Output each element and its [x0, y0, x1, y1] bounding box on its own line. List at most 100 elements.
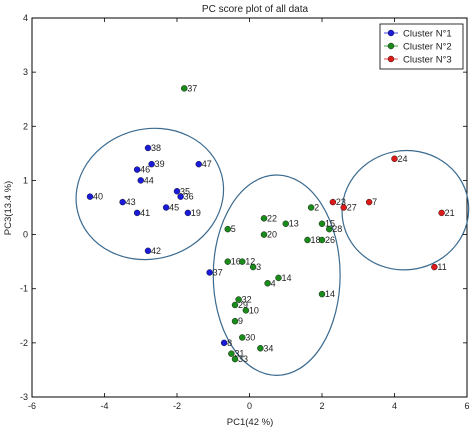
point-label: 20 [267, 230, 277, 240]
point-label: 13 [289, 219, 299, 229]
x-axis-label: PC1(42 %) [227, 417, 273, 428]
point-label: 36 [184, 192, 194, 202]
point-label: 18 [311, 235, 321, 245]
point-label: 24 [398, 154, 408, 164]
point-label: 26 [325, 235, 335, 245]
data-point [260, 215, 268, 222]
data-point [275, 274, 282, 282]
point-label: 46 [140, 165, 150, 175]
data-point [144, 144, 152, 152]
data-point [144, 247, 152, 255]
point-label: 16 [231, 257, 241, 267]
legend-box [379, 23, 464, 70]
data-point [318, 220, 326, 227]
cluster-ellipses [75, 127, 470, 376]
point-label: 2 [314, 203, 319, 213]
data-point [224, 225, 231, 233]
point-label: 37 [187, 83, 197, 93]
data-point [184, 209, 192, 217]
data-point [137, 177, 144, 184]
point-label: 40 [93, 192, 103, 202]
data-point [228, 350, 235, 357]
x-tick-label: 0 [247, 401, 252, 411]
data-point [249, 263, 257, 271]
cluster-ellipse [75, 127, 225, 261]
data-point [438, 209, 445, 217]
point-label: 43 [126, 197, 136, 207]
point-label: 32 [242, 295, 252, 305]
legend-label: Cluster N°1 [403, 29, 452, 40]
point-label: 35 [180, 186, 190, 196]
data-point [220, 339, 228, 347]
y-tick-label: 2 [23, 121, 28, 131]
data-point [231, 318, 239, 325]
point-label: 14 [282, 273, 292, 283]
point-label: 12 [245, 257, 255, 267]
data-point [162, 204, 170, 211]
point-label: 10 [249, 305, 259, 315]
data-point [264, 280, 271, 287]
point-label: 39 [155, 159, 165, 169]
y-tick-label: -1 [20, 284, 28, 294]
data-point [231, 301, 239, 309]
point-label: 27 [347, 203, 357, 213]
data-point [206, 269, 213, 276]
point-label: 9 [238, 316, 243, 326]
point-label: 42 [151, 246, 161, 256]
point-label: 30 [245, 332, 255, 342]
point-label: 29 [238, 300, 248, 310]
data-point [133, 166, 141, 173]
data-point [173, 188, 181, 195]
point-label: 45 [169, 203, 179, 213]
plot-area [31, 17, 468, 398]
y-tick-label: 1 [23, 175, 28, 185]
x-tick-label: -4 [100, 401, 108, 411]
data-point [133, 209, 141, 217]
point-label: 8 [227, 338, 232, 348]
x-tick-label: 2 [319, 401, 324, 411]
data-point [181, 85, 188, 92]
data-point [307, 204, 315, 211]
point-label: 21 [445, 208, 455, 218]
cluster-ellipse [341, 149, 470, 271]
data-point [365, 198, 373, 206]
legend-label: Cluster N°2 [403, 42, 452, 53]
data-point [239, 258, 246, 265]
data-point [304, 236, 311, 244]
point-label: 37 [213, 267, 223, 277]
y-tick-label: -2 [20, 338, 28, 348]
point-label: 19 [191, 208, 201, 218]
data-point [231, 355, 239, 363]
legend-marker [387, 29, 395, 37]
data-point [177, 193, 184, 200]
data-point [195, 160, 202, 168]
point-label: 41 [140, 208, 150, 218]
legend-marker [387, 42, 395, 50]
data-point [235, 296, 242, 303]
x-tick-label: 4 [392, 401, 397, 411]
data-point [431, 263, 438, 271]
data-point [318, 236, 326, 244]
data-point [224, 258, 231, 265]
y-axis-label: PC3(13.4 %) [3, 181, 14, 235]
legend: Cluster N°1 Cluster N°2 Cluster N°3 [379, 23, 464, 70]
data-point [119, 198, 126, 206]
y-tick-label: 4 [23, 13, 28, 23]
data-point [340, 204, 347, 211]
data-point [86, 193, 94, 200]
legend-label: Cluster N°3 [403, 55, 452, 66]
point-label: 33 [238, 354, 248, 364]
data-point [329, 198, 337, 206]
y-tick-label: -3 [20, 392, 28, 402]
data-point [318, 290, 326, 298]
point-label: 14 [325, 289, 335, 299]
point-label: 44 [144, 175, 154, 185]
point-label: 31 [234, 349, 244, 359]
point-label: 5 [231, 224, 236, 234]
point-label: 3 [256, 262, 261, 272]
data-point [242, 307, 250, 314]
data-point [260, 231, 268, 238]
